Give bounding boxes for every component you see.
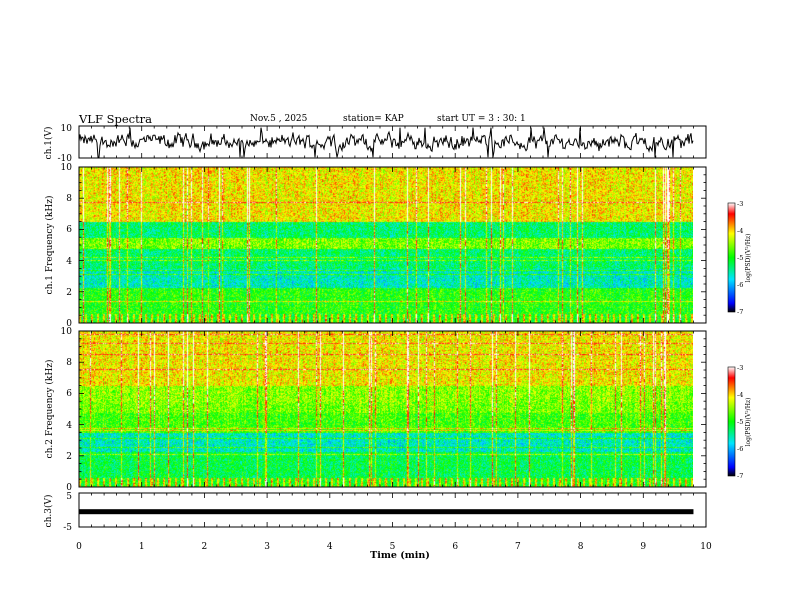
xtick-6: 6 (452, 542, 458, 552)
ch2-cb-tick-m6: -6 (737, 445, 743, 453)
ch2-freq-tick-6: 6 (66, 389, 72, 399)
xtick-9: 9 (640, 542, 646, 552)
ch2-freq-tick-2: 2 (66, 452, 72, 462)
ch3-ytick-top: 5 (66, 492, 72, 502)
ch1-freq-tick-10: 10 (61, 163, 73, 173)
ch1-wave-ylabel: ch.1(V) (43, 127, 54, 160)
xtick-7: 7 (515, 542, 521, 552)
ch1-freq-tick-2: 2 (66, 288, 72, 298)
ch1-freq-tick-0: 0 (66, 319, 72, 329)
ch1-cb-tick-m7: -7 (737, 308, 743, 316)
xtick-5: 5 (390, 542, 396, 552)
ch2-spec-ylabel: ch.2 Frequency (kHz) (44, 360, 55, 459)
xtick-2: 2 (202, 542, 208, 552)
ch2-freq-tick-10: 10 (61, 327, 73, 337)
ch1-cb-tick-m5: -5 (737, 254, 743, 262)
ch3-waveform-band (79, 509, 694, 515)
ch2-freq-tick-8: 8 (66, 358, 72, 368)
ch1-waveform-line (78, 127, 694, 158)
ch1-colorbar: -3 -4 -5 -6 -7 log(PSD)(V²/Hz) (727, 200, 752, 316)
ch2-cb-tick-m7: -7 (737, 472, 743, 480)
ch1-colorbar-fill (727, 202, 736, 313)
x-axis-label: Time (min) (370, 550, 430, 561)
ch2-colorbar: -3 -4 -5 -6 -7 log(PSD)(V²/Hz) (727, 364, 752, 480)
ch1-colorbar-label: log(PSD)(V²/Hz) (745, 234, 752, 283)
xtick-4: 4 (327, 542, 333, 552)
ch1-ytick-top: 10 (61, 124, 73, 134)
date-label: Nov.5 , 2025 (250, 114, 308, 124)
ch2-colorbar-fill (727, 366, 736, 477)
ch1-cb-tick-m6: -6 (737, 281, 743, 289)
xtick-1: 1 (139, 542, 145, 552)
chart-title: VLF Spectra (79, 112, 153, 126)
ch2-spectrogram-image (79, 331, 693, 487)
xtick-0: 0 (76, 542, 82, 552)
ch3-wave-ylabel: ch.3(V) (43, 495, 54, 528)
ch2-colorbar-label: log(PSD)(V²/Hz) (745, 398, 752, 447)
ch2-cb-tick-m5: -5 (737, 418, 743, 426)
xtick-10: 10 (700, 542, 712, 552)
xtick-3: 3 (264, 542, 270, 552)
ch2-freq-tick-4: 4 (66, 421, 72, 431)
ch1-freq-tick-6: 6 (66, 225, 72, 235)
ch1-spectrogram-image (79, 167, 693, 323)
ch1-freq-tick-8: 8 (66, 194, 72, 204)
ch1-freq-tick-4: 4 (66, 257, 72, 267)
xtick-8: 8 (578, 542, 584, 552)
station-label: station= KAP (343, 114, 404, 124)
ch2-freq-tick-0: 0 (66, 483, 72, 493)
start-ut-label: start UT = 3 : 30: 1 (437, 114, 526, 124)
ch1-cb-tick-m3: -3 (737, 200, 743, 208)
ch3-ytick-bottom: -5 (63, 523, 72, 533)
ch1-cb-tick-m4: -4 (737, 227, 743, 235)
ch1-ytick-bottom: -10 (58, 154, 73, 164)
ch2-cb-tick-m4: -4 (737, 391, 743, 399)
axis-ticks (78, 126, 707, 527)
ch1-spec-ylabel: ch.1 Frequency (kHz) (44, 196, 55, 295)
ch2-cb-tick-m3: -3 (737, 364, 743, 372)
